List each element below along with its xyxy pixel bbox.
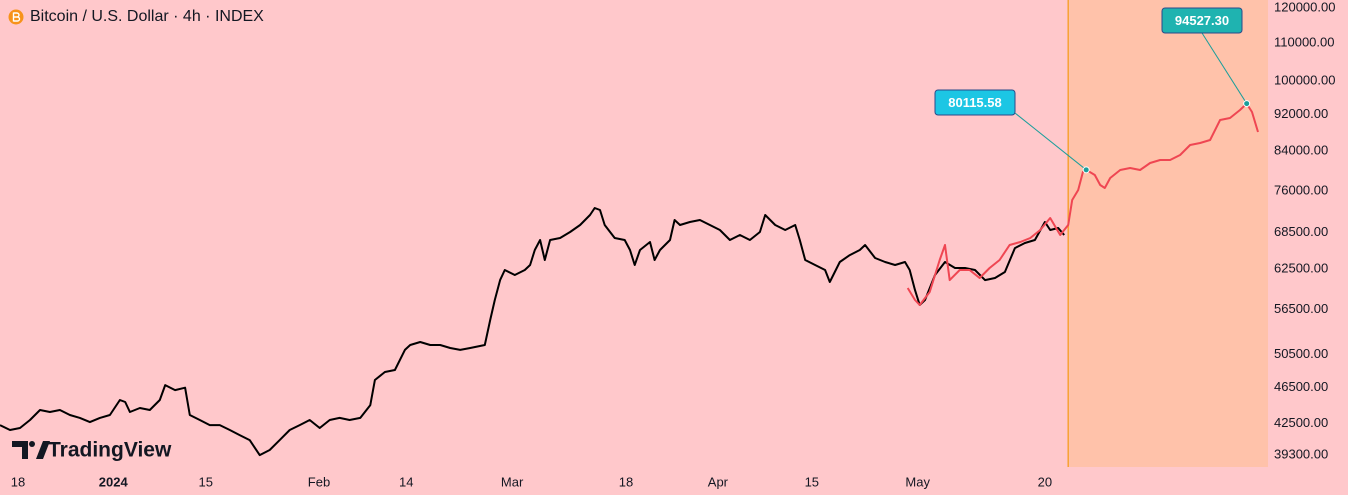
coin-glyph xyxy=(12,12,21,22)
y-tick-label: 56500.00 xyxy=(1274,301,1328,316)
x-tick-label: May xyxy=(905,474,930,489)
x-tick-label: Feb xyxy=(308,474,330,489)
x-tick-label: 20 xyxy=(1038,474,1052,489)
y-tick-label: 62500.00 xyxy=(1274,261,1328,276)
y-tick-label: 39300.00 xyxy=(1274,447,1328,462)
annotation-leader xyxy=(1014,112,1087,171)
y-tick-label: 84000.00 xyxy=(1274,142,1328,157)
annotation-box xyxy=(934,89,1016,116)
price-line xyxy=(0,207,1065,457)
y-tick-label: 110000.00 xyxy=(1274,34,1335,49)
annotation-box xyxy=(1161,7,1243,34)
annotation-point xyxy=(1082,166,1090,174)
y-tick-label: 120000.00 xyxy=(1274,0,1335,14)
x-tick-label: 15 xyxy=(199,474,213,489)
chart-title: Bitcoin / U.S. Dollar · 4h · INDEX xyxy=(30,8,264,25)
annotation-label: 94527.30 xyxy=(1175,13,1229,28)
x-tick-label: 18 xyxy=(11,474,25,489)
plot: 120000.00 110000.00 100000.00 92000.00 84000… xyxy=(0,0,1335,489)
annotation-label: 80115.58 xyxy=(948,95,1002,110)
y-tick-label: 46500.00 xyxy=(1274,379,1328,394)
x-tick-label: 2024 xyxy=(99,474,129,489)
annotation-point xyxy=(1243,100,1251,108)
x-tick-label: 14 xyxy=(399,474,413,489)
price-line xyxy=(906,102,1259,306)
y-tick-label: 100000.00 xyxy=(1274,72,1335,87)
y-tick-label: 68500.00 xyxy=(1274,224,1328,239)
x-tick-label: Apr xyxy=(708,474,729,489)
x-tick-label: Mar xyxy=(501,474,524,489)
x-tick-label: 18 xyxy=(619,474,633,489)
y-tick-label: 92000.00 xyxy=(1274,106,1328,121)
y-tick-label: 42500.00 xyxy=(1274,415,1328,430)
shaded-region xyxy=(1068,0,1268,467)
watermark-logo xyxy=(12,441,50,459)
x-tick-label: 15 xyxy=(805,474,819,489)
annotation-leader xyxy=(1201,32,1248,104)
y-tick-label: 50500.00 xyxy=(1274,346,1328,361)
watermark: TradingView xyxy=(48,439,172,462)
y-tick-label: 76000.00 xyxy=(1274,182,1328,197)
